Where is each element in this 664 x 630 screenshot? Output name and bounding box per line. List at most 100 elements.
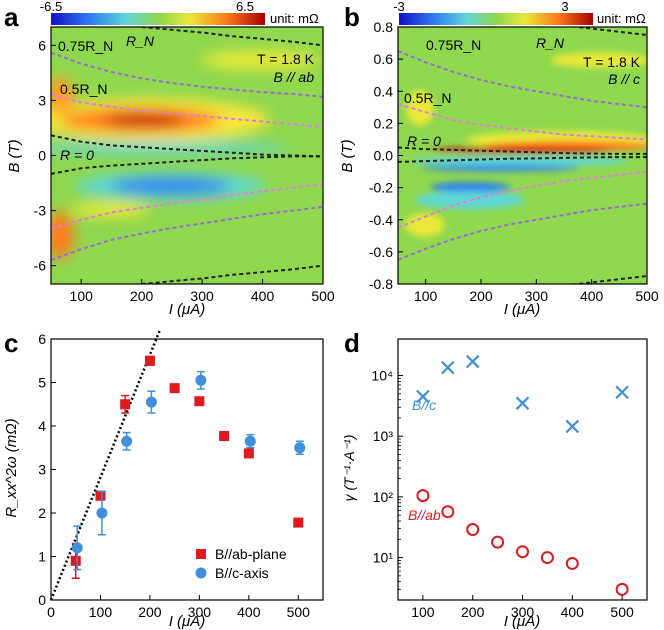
legend-marker-ab bbox=[196, 549, 206, 559]
contour-b-1 bbox=[398, 50, 647, 109]
contours-b bbox=[398, 27, 647, 284]
data-point-c-ab bbox=[243, 448, 254, 459]
contour-label-a-r0: R = 0 bbox=[60, 147, 94, 163]
y-tick-label-c: 4 bbox=[38, 418, 46, 434]
data-point-d-ab bbox=[491, 535, 505, 549]
x-axis-label-a: I (μA) bbox=[169, 301, 206, 318]
data-point-d-ab bbox=[565, 556, 579, 570]
y-tick-label-a: 6 bbox=[38, 37, 46, 53]
data-point-c-ab bbox=[70, 555, 81, 566]
heatmap-a-blob bbox=[110, 178, 230, 194]
y-tick-label-d: 10¹ bbox=[373, 550, 394, 566]
x-tick-label-a: 200 bbox=[130, 288, 154, 304]
x-ticks-a: 100 200 300 400 500 bbox=[70, 279, 335, 304]
x-tick-label-c: 200 bbox=[138, 604, 162, 620]
data-point-c-ab bbox=[95, 490, 106, 501]
y-tick-label-c: 2 bbox=[38, 505, 46, 521]
data-point-d-c bbox=[615, 385, 629, 400]
y-tick-label-b: -0.8 bbox=[369, 276, 393, 292]
x-tick-label-b: 500 bbox=[635, 288, 659, 304]
x-axis-label-c: I (μA) bbox=[169, 613, 206, 630]
colorbar-a-unit: unit: mΩ bbox=[270, 11, 319, 26]
colorbar-b bbox=[399, 13, 593, 25]
contour-a-2 bbox=[51, 205, 323, 262]
data-point-c-c bbox=[96, 507, 108, 519]
y-tick-label-b: -0.4 bbox=[369, 212, 393, 228]
colorbar-a-max-label: 6.5 bbox=[236, 0, 254, 14]
heatmap-b-blob bbox=[406, 90, 434, 126]
y-ticks-a: -6 -3 0 3 6 bbox=[34, 37, 56, 274]
data-point-c-c bbox=[71, 542, 83, 554]
annotation-a-temperature: T = 1.8 K bbox=[257, 51, 315, 67]
x-tick-label-a: 300 bbox=[190, 288, 214, 304]
x-tick-label-a: 400 bbox=[251, 288, 275, 304]
contour-a-6 bbox=[51, 155, 323, 175]
y-tick-label-c: 6 bbox=[38, 331, 46, 347]
heatmap-a-blob bbox=[105, 113, 185, 127]
x-tick-label-b: 400 bbox=[580, 288, 604, 304]
contour-label-b-05rn: 0.5R_N bbox=[404, 90, 451, 106]
contour-a-0 bbox=[130, 264, 323, 284]
x-tick-label-b: 300 bbox=[525, 288, 549, 304]
plot-d: 100 200 300 400 500 10¹ 10² 10³ 10⁴ bbox=[371, 354, 634, 620]
data-point-d-ab bbox=[516, 545, 529, 559]
y-tick-label-b: -0.6 bbox=[369, 244, 393, 260]
y-tick-label-d: 10² bbox=[373, 489, 394, 505]
panel-label-d: d bbox=[344, 328, 360, 358]
y-tick-label-d: 10⁴ bbox=[371, 368, 393, 384]
data-point-d-ab bbox=[441, 505, 455, 519]
data-point-c-c bbox=[145, 396, 157, 408]
heatmap-a-blob bbox=[51, 142, 290, 154]
legend-c: B//ab-plane B//c-axis bbox=[195, 546, 287, 581]
panel-label-c: c bbox=[4, 328, 18, 358]
y-tick-label-b: 0.4 bbox=[374, 83, 394, 99]
contour-label-a-05rn: 0.5R_N bbox=[60, 81, 107, 97]
x-tick-label-c: 500 bbox=[287, 604, 311, 620]
panel-c: c 0 100 200 300 400 500 0 1 2 3 4 5 6 I (μA) R_xx^2ω… bbox=[3, 328, 324, 630]
data-point-c-ab bbox=[144, 355, 155, 366]
x-tick-label-b: 100 bbox=[414, 288, 438, 304]
data-point-c-ab bbox=[169, 383, 180, 394]
x-tick-label-a: 500 bbox=[311, 288, 335, 304]
data-point-d-ab bbox=[540, 551, 554, 565]
y-tick-label-a: 3 bbox=[38, 92, 46, 108]
legend-label-ab: B//ab-plane bbox=[215, 546, 287, 562]
legend-marker-c bbox=[195, 567, 207, 579]
contour-b-2 bbox=[398, 202, 647, 261]
y-tick-label-a: -6 bbox=[34, 258, 47, 274]
plot-frame-d bbox=[397, 338, 648, 601]
heatmap-a-blob bbox=[200, 50, 320, 70]
y-tick-label-a: 0 bbox=[38, 148, 46, 164]
y-ticks-b: -0.8 -0.6 -0.4 -0.2 0.0 0.2 0.4 0.6 0.8 bbox=[369, 19, 403, 292]
heatmap-b-blob bbox=[405, 213, 445, 237]
data-point-d-c bbox=[565, 419, 580, 434]
data-point-c-c bbox=[195, 374, 207, 386]
data-point-c-c bbox=[121, 435, 133, 447]
series-label-bab: B//ab bbox=[408, 507, 441, 523]
data-point-c-ab bbox=[120, 399, 131, 410]
colorbar-b-unit: unit: mΩ bbox=[597, 11, 646, 26]
x-ticks-b: 100 200 300 400 500 bbox=[414, 279, 659, 304]
x-tick-label-d: 200 bbox=[461, 604, 485, 620]
data-point-c-c bbox=[244, 435, 256, 447]
data-point-d-c bbox=[465, 354, 480, 369]
y-axis-label-d: γ (T⁻¹·A⁻¹) bbox=[341, 435, 357, 502]
panel-label-a: a bbox=[4, 2, 19, 32]
heatmap-b-blob bbox=[430, 182, 510, 192]
colorbar-a-min-label: -6.5 bbox=[40, 0, 62, 14]
x-tick-label-d: 100 bbox=[411, 604, 435, 620]
x-tick-label-a: 100 bbox=[70, 288, 94, 304]
x-tick-label-c: 100 bbox=[89, 604, 113, 620]
contour-label-a-075rn: 0.75R_N bbox=[58, 38, 113, 54]
contour-label-b-r0: R = 0 bbox=[407, 133, 441, 149]
contour-label-a-rn: R_N bbox=[126, 33, 155, 49]
contour-label-b-075rn: 0.75R_N bbox=[426, 37, 481, 53]
panel-d: d 100 200 300 400 500 10¹ 10² 10³ 10⁴ I (μA) γ (… bbox=[341, 328, 648, 630]
heatmap-a-blob bbox=[70, 202, 150, 218]
colorbar-b-max-label: 3 bbox=[561, 0, 568, 14]
heatmap-a-blob bbox=[51, 77, 74, 113]
data-point-c-ab bbox=[293, 517, 304, 528]
legend-label-c: B//c-axis bbox=[215, 565, 269, 581]
plot-c: 0 100 200 300 400 500 0 1 2 3 4 5 6 bbox=[38, 329, 311, 620]
contour-label-b-rn: R_N bbox=[536, 35, 565, 51]
